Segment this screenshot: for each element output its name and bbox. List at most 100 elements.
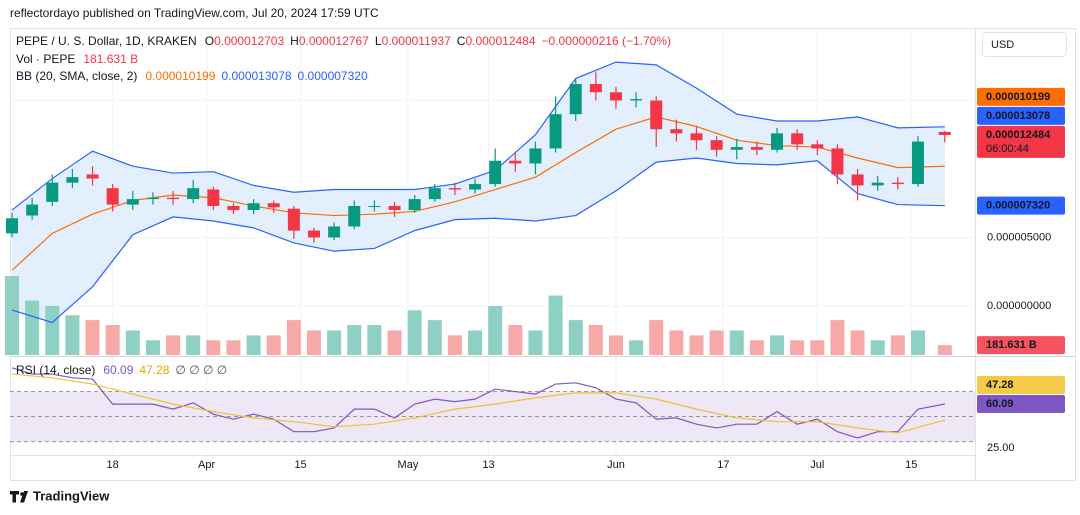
candle-body xyxy=(307,230,320,238)
x-tick-label: 18 xyxy=(107,459,119,471)
ohlc-value: 0.000012703 xyxy=(214,34,284,48)
symbol: PEPE / U. S. Dollar, 1D, KRAKEN xyxy=(16,34,197,48)
axis-marker-label: 47.28 xyxy=(986,379,1014,391)
volume-bar xyxy=(65,315,80,355)
candle-body xyxy=(86,174,99,179)
volume-bar xyxy=(468,330,483,355)
candle-body xyxy=(388,205,401,211)
rsi-line xyxy=(11,373,945,434)
candle-body xyxy=(146,197,159,200)
currency-button[interactable] xyxy=(982,32,1067,57)
bb-lower: 0.000007320 xyxy=(298,69,368,83)
change: −0.000000216 (−1.70%) xyxy=(542,34,671,48)
publish-info: reflectordayo published on TradingView.c… xyxy=(10,6,379,20)
ohlc-value: 0.000011937 xyxy=(382,34,452,48)
volume-bar xyxy=(890,335,905,355)
ohlc-label: O xyxy=(205,34,214,48)
volume-bar xyxy=(5,275,20,355)
candle-body xyxy=(328,226,341,238)
plot xyxy=(5,61,952,439)
grid xyxy=(10,28,975,455)
volume-bar xyxy=(347,325,362,355)
volume-bar xyxy=(689,335,704,355)
candle-body xyxy=(730,147,743,150)
logo-dot xyxy=(20,492,24,496)
x-tick-label: May xyxy=(398,459,419,471)
volume-bar xyxy=(830,320,845,355)
currency[interactable]: USD xyxy=(991,39,1014,51)
candle-body xyxy=(469,184,482,190)
candle-body xyxy=(26,204,39,216)
bb-upper-line xyxy=(11,61,945,211)
volume-title: Vol · PEPE xyxy=(16,52,75,66)
volume-bar xyxy=(407,310,422,355)
volume-bar xyxy=(145,340,160,355)
candle-body xyxy=(771,133,784,150)
axis-marker xyxy=(977,125,1065,158)
candle-body xyxy=(287,208,300,231)
volume-bar xyxy=(548,295,563,355)
rsi-line xyxy=(11,367,945,439)
rsi-legend: RSI (14, close) 60.09 47.28 ∅ ∅ ∅ ∅ xyxy=(16,363,227,377)
volume-bar xyxy=(447,335,462,355)
candle-body xyxy=(589,84,602,93)
bb-upper: 0.000013078 xyxy=(221,69,291,83)
volume-bar xyxy=(226,340,241,355)
overlay: PEPE / U. S. Dollar, 1D, KRAKEN O0.000012… xyxy=(10,32,1067,503)
x-tick-label: Apr xyxy=(198,459,215,471)
volume-bar xyxy=(770,335,785,355)
axis-marker xyxy=(977,395,1065,414)
candle-body xyxy=(187,188,200,200)
volume-bar xyxy=(749,340,764,355)
axis-marker xyxy=(977,376,1065,395)
footer-logo: TradingView xyxy=(10,488,110,503)
rsi-ma-value: 47.28 xyxy=(139,363,169,377)
volume-bar xyxy=(528,330,543,355)
volume-bar xyxy=(367,325,382,355)
candle-body xyxy=(348,205,361,227)
candle-body xyxy=(167,197,180,200)
x-tick-label: Jul xyxy=(810,459,824,471)
candle-body xyxy=(670,129,683,134)
x-tick-label: 17 xyxy=(717,459,729,471)
volume-bar xyxy=(508,325,523,355)
axis-marker xyxy=(977,196,1065,215)
band-fill xyxy=(12,62,945,323)
candle-body xyxy=(710,140,723,150)
candle-body xyxy=(227,205,240,211)
volume-bar xyxy=(850,330,865,355)
axis-marker-label: 0.000010199 xyxy=(986,91,1050,103)
volume-bar xyxy=(669,330,684,355)
volume-bar xyxy=(810,340,825,355)
candle-body xyxy=(428,188,441,200)
volume-bar xyxy=(649,320,664,355)
volume-bar xyxy=(608,335,623,355)
rsi-band xyxy=(10,391,975,442)
countdown: 06:00:44 xyxy=(986,143,1029,155)
bb-legend: BB (20, SMA, close, 2) 0.000010199 0.00001… xyxy=(16,69,368,83)
volume-bar xyxy=(246,335,261,355)
x-tick-label: 15 xyxy=(294,459,306,471)
volume-bar xyxy=(568,320,583,355)
bb-title: BB (20, SMA, close, 2) xyxy=(16,69,137,83)
volume-bar xyxy=(729,330,744,355)
candle-body xyxy=(207,189,220,206)
x-tick-label: Jun xyxy=(607,459,625,471)
x-tick-label: 13 xyxy=(482,459,494,471)
ohlc-label: C xyxy=(457,34,466,48)
volume-bar xyxy=(206,340,221,355)
candle-body xyxy=(529,148,542,164)
volume-bar xyxy=(387,330,402,355)
candle-body xyxy=(247,203,260,211)
volume-bar xyxy=(306,330,321,355)
axis-marker-label: 0.000012484 xyxy=(986,129,1051,141)
symbol-legend: PEPE / U. S. Dollar, 1D, KRAKEN O0.000012… xyxy=(16,34,671,48)
volume-bar xyxy=(870,340,885,355)
candle-body xyxy=(750,147,763,150)
volume-bar xyxy=(790,340,805,355)
volume-bar xyxy=(266,335,281,355)
volume-bar xyxy=(105,325,120,355)
bb-lower-line xyxy=(11,157,945,324)
candle-body xyxy=(650,100,663,130)
candle-body xyxy=(811,144,824,149)
